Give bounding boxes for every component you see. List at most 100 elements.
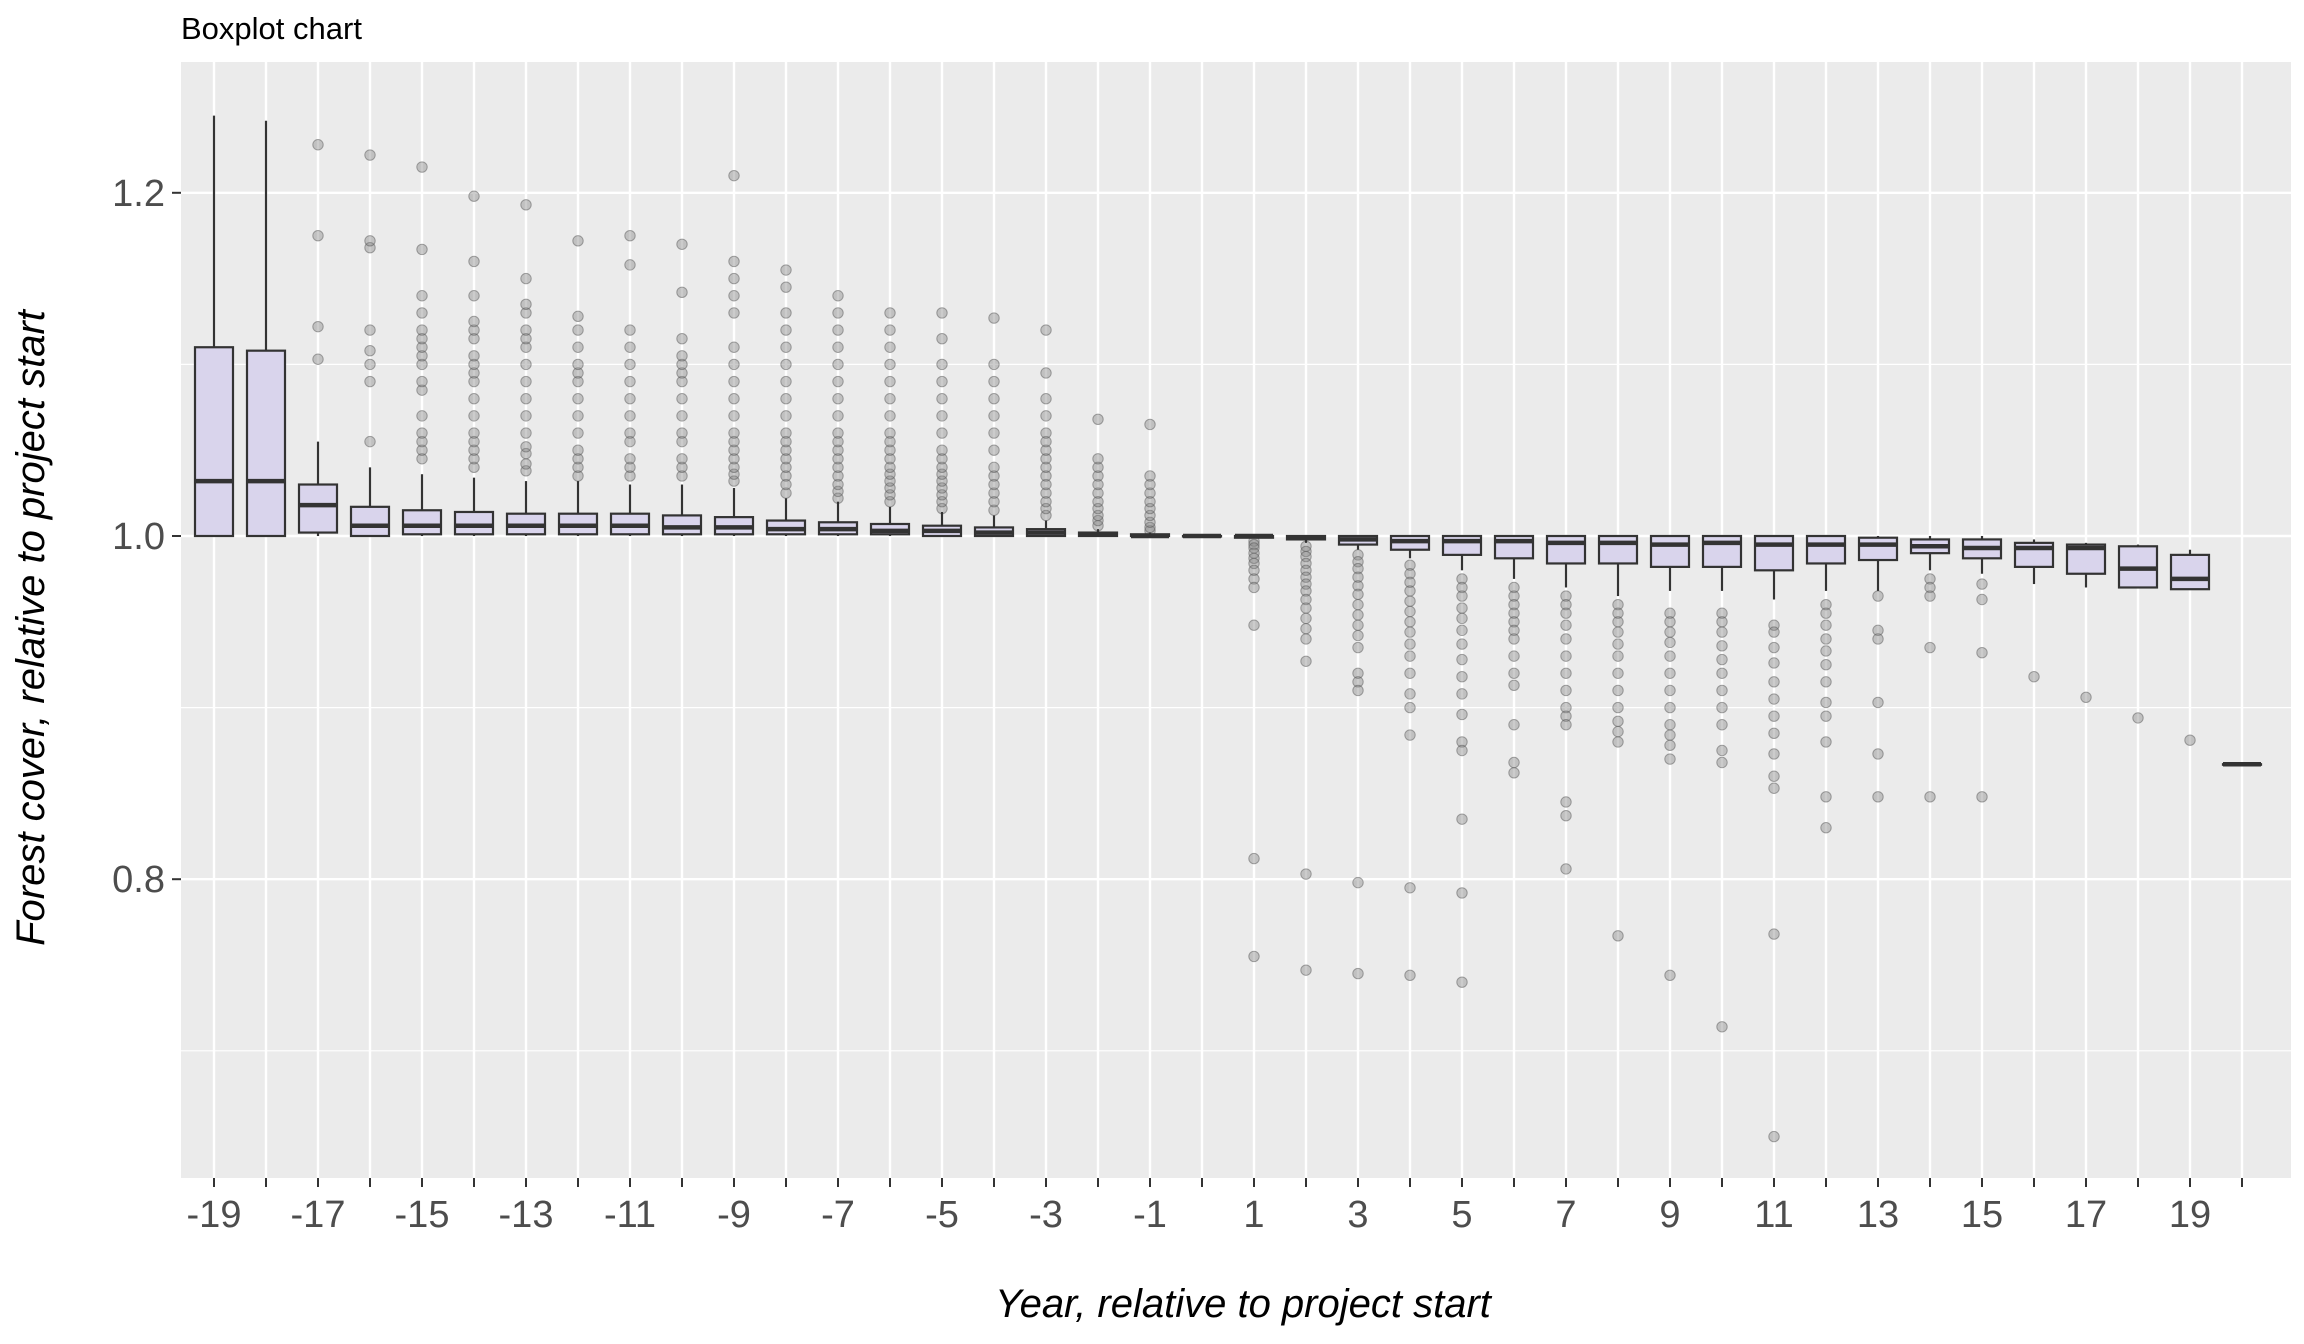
box-group	[297, 139, 339, 536]
outlier-point	[1300, 964, 1312, 976]
outlier-point	[1144, 478, 1156, 491]
x-tick-label: -13	[499, 1194, 554, 1236]
outlier-point	[468, 324, 480, 336]
outlier-point	[728, 453, 740, 465]
y-axis-ticks: 0.8 1.0 1.2	[112, 173, 181, 901]
outlier-point	[728, 427, 740, 439]
box-group	[1337, 534, 1379, 980]
outlier-point	[1040, 461, 1052, 474]
outlier-point	[1144, 418, 1156, 431]
outlier-point	[1456, 581, 1468, 594]
outlier-point	[676, 393, 688, 405]
outlier-point	[780, 307, 792, 319]
outlier-point	[1508, 650, 1520, 662]
outlier-point	[676, 435, 688, 448]
outlier-point	[1040, 410, 1052, 422]
box-group	[765, 264, 807, 536]
box-group	[1545, 534, 1587, 875]
outlier-point	[832, 427, 844, 439]
outlier-point	[1768, 676, 1780, 688]
outlier-point	[520, 441, 532, 453]
outlier-point	[468, 190, 480, 202]
outlier-point	[572, 358, 584, 371]
outlier-point	[520, 410, 532, 422]
outlier-point	[624, 230, 636, 242]
outlier-point	[1716, 744, 1728, 757]
box-group	[505, 199, 547, 536]
outlier-point	[1404, 650, 1416, 662]
outlier-point	[1300, 633, 1312, 645]
outlier-point	[936, 444, 948, 456]
outlier-point	[1040, 470, 1052, 482]
outlier-point	[936, 393, 948, 405]
outlier-point	[468, 427, 480, 439]
outlier-point	[572, 324, 584, 336]
outlier-point	[988, 470, 1000, 482]
outlier-point	[1768, 626, 1780, 638]
outlier-point	[728, 444, 740, 456]
outlier-point	[728, 435, 740, 448]
outlier-point	[780, 375, 792, 388]
outlier-point	[1456, 653, 1468, 666]
outlier-point	[1092, 461, 1104, 474]
outlier-point	[832, 324, 844, 336]
outlier-point	[1352, 580, 1364, 592]
box-iqr	[349, 505, 391, 538]
outlier-point	[572, 410, 584, 422]
outlier-point	[1560, 633, 1572, 645]
outlier-point	[988, 312, 1000, 324]
box-group	[2065, 542, 2107, 704]
outlier-point	[1664, 739, 1676, 752]
outlier-point	[1144, 487, 1156, 499]
x-tick-label: -19	[187, 1194, 242, 1236]
outlier-point	[1716, 701, 1728, 714]
outlier-point	[780, 461, 792, 474]
outlier-point	[572, 461, 584, 474]
outlier-point	[1976, 646, 1988, 659]
box-iqr	[1441, 534, 1483, 556]
outlier-point	[1040, 324, 1052, 336]
outlier-point	[520, 298, 532, 311]
outlier-point	[780, 453, 792, 465]
outlier-point	[780, 444, 792, 456]
outlier-point	[1040, 495, 1052, 508]
outlier-point	[1404, 585, 1416, 597]
outlier-point	[1456, 638, 1468, 650]
outlier-point	[1820, 619, 1832, 631]
outlier-point	[1612, 598, 1624, 611]
outlier-point	[1404, 576, 1416, 589]
outlier-point	[1612, 626, 1624, 638]
outlier-point	[312, 320, 324, 333]
outlier-point	[988, 410, 1000, 422]
outlier-point	[1560, 650, 1572, 662]
outlier-point	[1976, 791, 1988, 803]
outlier-point	[468, 290, 480, 302]
outlier-point	[1300, 655, 1312, 667]
outlier-point	[1664, 729, 1676, 741]
outlier-point	[1924, 641, 1936, 654]
outlier-point	[1248, 950, 1260, 963]
outlier-point	[1248, 852, 1260, 865]
x-tick-label: 15	[1961, 1194, 2003, 1236]
outlier-point	[676, 367, 688, 379]
outlier-point	[468, 453, 480, 465]
x-tick-label: -7	[821, 1194, 855, 1236]
outlier-point	[1508, 719, 1520, 731]
outlier-point	[780, 281, 792, 293]
outlier-point	[1508, 633, 1520, 645]
outlier-point	[728, 341, 740, 353]
outlier-point	[1040, 487, 1052, 499]
outlier-point	[1820, 791, 1832, 803]
outlier-point	[1404, 688, 1416, 700]
outlier-point	[832, 478, 844, 491]
outlier-point	[780, 324, 792, 336]
outlier-point	[1560, 598, 1572, 611]
box-group	[921, 307, 963, 538]
box-group	[661, 238, 703, 536]
outlier-point	[832, 393, 844, 405]
outlier-point	[832, 461, 844, 474]
outlier-point	[832, 410, 844, 422]
outlier-point	[572, 367, 584, 379]
outlier-point	[520, 199, 532, 211]
outlier-point	[988, 393, 1000, 405]
